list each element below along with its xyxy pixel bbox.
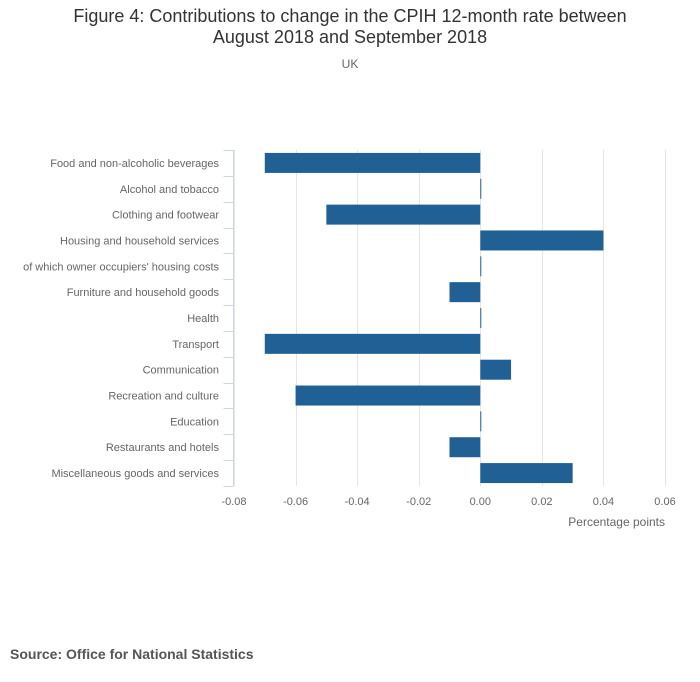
- chart-subtitle: UK: [341, 57, 359, 71]
- bar-4: [480, 256, 482, 277]
- source-note: Source: Office for National Statistics: [10, 646, 254, 662]
- category-label-10: Education: [170, 416, 219, 428]
- bar-2: [326, 204, 481, 225]
- category-label-0: Food and non-alcoholic beverages: [50, 158, 219, 170]
- chart-title-line-2: August 2018 and September 2018: [212, 27, 488, 47]
- bar-9: [295, 385, 481, 406]
- bar-8: [480, 359, 512, 380]
- bar-3: [480, 230, 604, 251]
- category-label-1: Alcohol and tobacco: [120, 184, 219, 196]
- chart-title-line-1: Figure 4: Contributions to change in the…: [73, 6, 627, 26]
- x-tick-label-3: -0.02: [406, 496, 431, 508]
- category-label-3: Housing and household services: [60, 235, 219, 247]
- category-label-12: Miscellaneous goods and services: [51, 468, 219, 480]
- x-tick-label-7: 0.06: [654, 496, 675, 508]
- category-label-8: Communication: [143, 365, 219, 377]
- bar-12: [480, 463, 573, 484]
- x-axis-title: Percentage points: [568, 515, 665, 529]
- bar-5: [449, 282, 481, 303]
- category-label-4: of which owner occupiers' housing costs: [23, 261, 219, 273]
- bar-chart: Food and non-alcoholic beverages Alcohol …: [23, 150, 676, 529]
- x-tick-label-1: -0.06: [283, 496, 308, 508]
- x-tick-label-5: 0.02: [531, 496, 552, 508]
- bar-1: [480, 178, 482, 199]
- category-label-6: Health: [187, 313, 219, 325]
- x-tick-label-4: 0.00: [470, 496, 491, 508]
- category-label-11: Restaurants and hotels: [106, 442, 220, 454]
- x-tick-label-2: -0.04: [345, 496, 370, 508]
- category-label-5: Furniture and household goods: [67, 287, 220, 299]
- bar-6: [480, 308, 482, 328]
- category-label-9: Recreation and culture: [108, 391, 219, 403]
- bar-10: [480, 411, 482, 432]
- bar-11: [449, 437, 481, 458]
- x-tick-label-6: 0.04: [593, 496, 614, 508]
- x-tick-label-0: -0.08: [221, 496, 246, 508]
- bar-7: [264, 333, 481, 354]
- category-label-7: Transport: [172, 339, 219, 351]
- chart-title: Figure 4: Contributions to change in the…: [0, 6, 700, 48]
- bar-0: [264, 152, 481, 173]
- category-label-2: Clothing and footwear: [112, 210, 219, 222]
